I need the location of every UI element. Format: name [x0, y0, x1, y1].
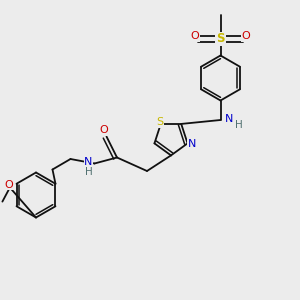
Text: H: H — [235, 119, 242, 130]
Text: N: N — [188, 139, 196, 149]
Text: S: S — [156, 117, 164, 127]
Text: O: O — [4, 179, 13, 190]
Text: N: N — [225, 113, 233, 124]
Text: O: O — [99, 125, 108, 135]
Text: H: H — [85, 167, 93, 177]
Text: O: O — [242, 31, 250, 41]
Text: S: S — [216, 32, 225, 46]
Text: O: O — [190, 31, 200, 41]
Text: N: N — [84, 157, 93, 167]
